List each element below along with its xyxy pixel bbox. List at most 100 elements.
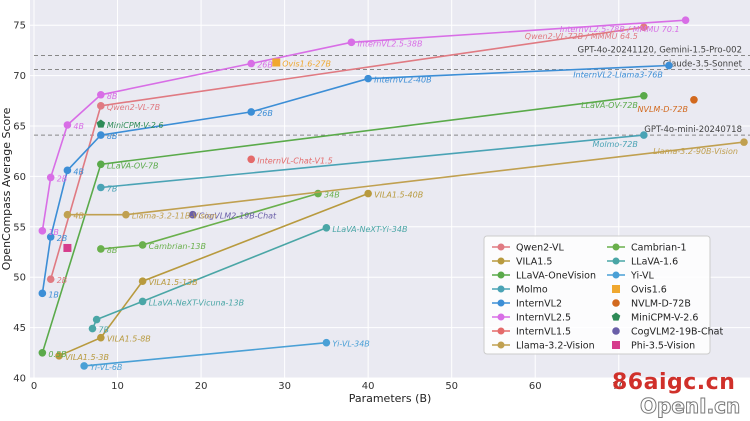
data-label: 8B (107, 246, 118, 255)
data-label: InternVL2-Llama3-76B (573, 71, 663, 80)
legend-box (483, 235, 711, 355)
data-point (97, 160, 105, 169)
legend-label: Yi-VL (630, 271, 654, 282)
series-llava-1-6 (88, 224, 331, 333)
series-internvl2 (38, 61, 673, 298)
series-yi-vl (80, 338, 331, 370)
legend-swatch (497, 257, 505, 265)
legend-swatch (497, 299, 505, 307)
series-qwen2-vl (46, 23, 648, 284)
data-point (97, 245, 105, 253)
data-point (63, 121, 72, 129)
data-point (314, 189, 322, 198)
data-point (63, 166, 72, 175)
data-label: Yi-VL-34B (332, 340, 369, 349)
series-internvl2-5 (38, 16, 690, 235)
series-internvl1-5 (247, 155, 255, 164)
data-point (322, 224, 331, 232)
x-tick-label: 50 (445, 381, 458, 392)
data-point (364, 74, 372, 83)
legend-label: Molmo (516, 285, 548, 296)
legend-label: LLaVA-OneVision (516, 271, 596, 282)
data-point (665, 61, 673, 70)
data-point (272, 58, 281, 67)
series-cogvlm2-19b-chat (188, 210, 197, 219)
data-label: InternVL2-40B (374, 76, 431, 85)
x-tick-label: 30 (278, 381, 291, 392)
legend-label: InternVL2.5 (516, 313, 571, 324)
x-axis-label: Parameters (B) (349, 392, 432, 405)
data-label: Cambrian-13B (149, 242, 206, 251)
data-point (122, 210, 130, 219)
data-point (38, 227, 47, 235)
data-point (55, 352, 63, 360)
data-point (247, 155, 255, 164)
x-tick-label: 70 (612, 381, 625, 392)
legend-label: InternVL1.5 (516, 327, 571, 338)
reference-line-label: Claude-3.5-Sonnet (663, 60, 743, 70)
data-label: Qwen2-VL-7B (107, 103, 160, 112)
legend-swatch (612, 271, 620, 279)
data-point (46, 233, 55, 241)
data-point (97, 90, 105, 99)
data-point (92, 315, 101, 324)
legend-swatch (497, 327, 505, 335)
legend-swatch (612, 243, 620, 251)
data-label: Yi-VL-6B (90, 363, 122, 372)
data-point (97, 183, 105, 192)
legend-swatch (497, 271, 505, 279)
data-label: 1B (48, 290, 59, 299)
legend-label: InternVL2 (516, 299, 562, 310)
data-label: 4B (73, 122, 84, 131)
legend-label: Cambrian-1 (631, 243, 687, 254)
data-point (88, 324, 97, 333)
legend-swatch (612, 299, 620, 307)
data-point (97, 333, 105, 342)
data-label: CogVLM2-19B-Chat (199, 212, 277, 221)
legend-swatch (497, 285, 505, 293)
data-point (188, 210, 197, 219)
legend-label: CogVLM2-19B-Chat (631, 327, 723, 338)
series-molmo (97, 131, 648, 192)
data-label: 4B (73, 212, 84, 221)
data-label: Molmo-72B (593, 140, 638, 149)
data-point (138, 277, 147, 286)
x-tick-label: 10 (111, 381, 124, 392)
legend-swatch (612, 285, 620, 293)
data-point (38, 289, 47, 298)
data-label: 2B (57, 276, 68, 285)
data-label: 8B (107, 92, 118, 101)
data-label: LLaVA-NeXT-Vicuna-13B (149, 298, 245, 307)
series-nvlm-d-72b (690, 95, 698, 104)
legend-swatch (612, 327, 620, 335)
data-point (640, 23, 648, 32)
x-tick-label: 40 (362, 381, 375, 392)
legend-label: Phi-3.5-Vision (631, 341, 695, 352)
reference-line-label: GPT-4o-20241120, Gemini-1.5-Pro-002 (578, 45, 742, 55)
y-tick-label: 60 (13, 172, 26, 183)
point-labels: 2B Qwen2-VL-7B Qwen2-VL-72B / MMMU 64.5 VIL… (48, 25, 738, 372)
legend-label: Ovis1.6 (631, 285, 667, 296)
data-label: Llama-3.2-11B-Vision (132, 212, 217, 221)
series-line (84, 341, 327, 367)
data-point (690, 95, 698, 104)
x-tick-label: 60 (529, 381, 542, 392)
series-line (91, 227, 327, 329)
data-point (740, 138, 748, 146)
series-llama-3-2-vision (63, 138, 748, 219)
data-point (46, 275, 55, 284)
data-point (681, 16, 690, 24)
data-label: LLaVA-NeXT-Yi-34B (332, 225, 407, 234)
watermark-secondary: OpenI.cn (639, 394, 741, 419)
series-ovis1-6 (272, 58, 281, 67)
legend-swatch (497, 313, 505, 321)
series-minicpm-v-2-6 (96, 119, 106, 128)
legend-swatch (612, 341, 620, 349)
data-label: 0.5B (48, 350, 66, 359)
data-point (38, 349, 47, 357)
series-layer (38, 16, 748, 370)
series-line (100, 134, 644, 189)
data-point (97, 102, 105, 110)
data-point (347, 38, 356, 47)
data-point (364, 189, 372, 198)
